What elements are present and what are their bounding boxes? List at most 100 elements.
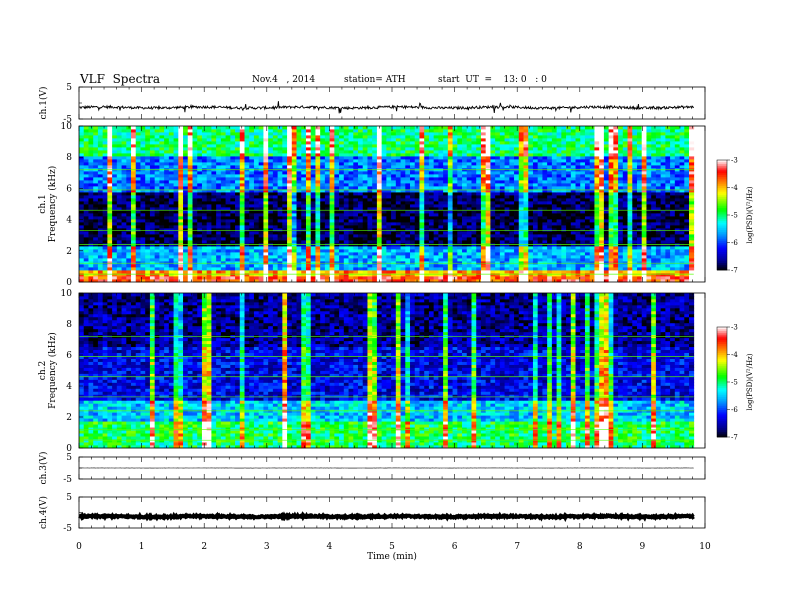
spectrogram-cell — [164, 225, 170, 229]
spectrogram-cell — [97, 210, 104, 214]
spectrogram-cell — [357, 198, 364, 202]
spectrogram-cell — [282, 216, 288, 220]
spectrogram-cell — [164, 246, 170, 250]
spectrogram-cell — [173, 216, 179, 220]
spectrogram-cell — [665, 183, 671, 187]
spectrogram-cell — [173, 192, 179, 196]
spectrogram-cell — [509, 249, 515, 253]
spectrogram-cell — [547, 204, 553, 208]
spectrogram-cell — [622, 219, 628, 223]
spectrogram-cell — [287, 213, 293, 217]
spectrogram-cell — [405, 267, 411, 271]
spectrogram-cell — [183, 255, 189, 259]
spectrogram-cell — [490, 261, 496, 265]
spectrogram-cell — [395, 189, 401, 193]
spectrogram-cell — [405, 219, 411, 223]
spectrogram-cell — [79, 177, 85, 181]
spectrogram-cell — [476, 183, 482, 187]
spectrogram-cell — [357, 267, 364, 271]
spectrogram-cell — [220, 228, 226, 232]
spectrogram-cell — [239, 234, 245, 238]
spectrogram-cell — [107, 189, 113, 193]
spectrogram-cell — [570, 234, 576, 238]
spectrogram-cell — [447, 183, 453, 187]
spectrogram-cell — [197, 222, 203, 226]
spectrogram-cell — [490, 195, 496, 199]
spectrogram-cell — [367, 225, 373, 229]
spectrogram-cell — [646, 276, 652, 280]
spectrogram-cell — [405, 177, 411, 181]
spectrogram-cell — [201, 180, 208, 184]
spectrogram-cell — [462, 213, 468, 217]
spectrogram-cell — [584, 204, 591, 208]
spectrogram-cell — [357, 231, 364, 235]
spectrogram-cell — [154, 207, 160, 211]
spectrogram-cell — [674, 213, 680, 217]
spectrogram-cell — [149, 249, 156, 253]
spectrogram-cell — [674, 225, 680, 229]
spectrogram-cell — [457, 255, 463, 259]
spectrogram-cell — [305, 210, 312, 214]
spectrogram-cell — [192, 219, 198, 223]
spectrogram-cell — [443, 231, 449, 235]
spectrogram-cell — [651, 231, 657, 235]
spectrogram-cell — [551, 249, 557, 253]
spectrogram-cell — [296, 183, 302, 187]
spectrogram-cell — [471, 270, 477, 274]
spectrogram-cell — [131, 201, 137, 205]
spectrogram-cell — [542, 246, 548, 250]
spectrogram-cell — [641, 225, 647, 229]
spectrogram-cell — [679, 273, 685, 277]
spectrogram-cell — [395, 186, 401, 190]
spectrogram-cell — [83, 231, 89, 235]
spectrogram-cell — [542, 201, 548, 205]
spectrogram-cell — [495, 186, 501, 190]
spectrogram-cell — [305, 195, 312, 199]
spectrogram-cell — [272, 234, 279, 238]
spectrogram-cell — [670, 267, 676, 271]
spectrogram-cell — [504, 231, 510, 235]
spectrogram-cell — [268, 207, 274, 211]
spectrogram-cell — [79, 219, 85, 223]
spectrogram-cell — [263, 249, 269, 253]
spectrogram-cell — [447, 261, 453, 265]
spectrogram-cell — [641, 273, 647, 277]
spectrogram-cell — [287, 177, 293, 181]
spectrogram-cell — [589, 210, 595, 214]
spectrogram-cell — [107, 213, 113, 217]
spectrogram-cell — [140, 240, 146, 244]
spectrogram-cell — [102, 189, 108, 193]
spectrogram-cell — [684, 225, 690, 229]
spectrogram-cell — [277, 174, 283, 178]
spectrogram-cell — [391, 183, 397, 187]
spectrogram-cell — [414, 213, 420, 217]
spectrogram-cell — [79, 210, 85, 214]
spectrogram-cell — [145, 213, 151, 217]
spectrogram-cell — [216, 267, 222, 271]
spectrogram-cell — [391, 189, 397, 193]
spectrogram-cell — [627, 189, 633, 193]
spectrogram-cell — [348, 279, 354, 283]
spectrogram-cell — [272, 249, 279, 253]
spectrogram-cell — [348, 174, 354, 178]
spectrogram-cell — [599, 279, 605, 283]
spectrogram-cell — [339, 231, 345, 235]
spectrogram-cell — [641, 213, 647, 217]
spectrogram-cell — [112, 216, 118, 220]
spectrogram-cell — [272, 273, 279, 277]
spectrogram-cell — [504, 234, 510, 238]
spectrogram-cell — [329, 264, 335, 268]
spectrogram-cell — [131, 186, 137, 190]
spectrogram-cell — [183, 252, 189, 256]
spectrogram-cell — [485, 270, 491, 274]
spectrogram-cell — [523, 216, 529, 220]
spectrogram-cell — [575, 270, 581, 274]
spectrogram-cell — [287, 195, 293, 199]
spectrogram-cell — [239, 276, 245, 280]
spectrogram-cell — [220, 204, 226, 208]
spectrogram-cell — [235, 213, 241, 217]
spectrogram-cell — [499, 246, 505, 250]
spectrogram-cell — [443, 174, 449, 178]
ch3-waveform-ytick-label: 5 — [66, 453, 72, 463]
spectrogram-cell — [107, 249, 113, 253]
